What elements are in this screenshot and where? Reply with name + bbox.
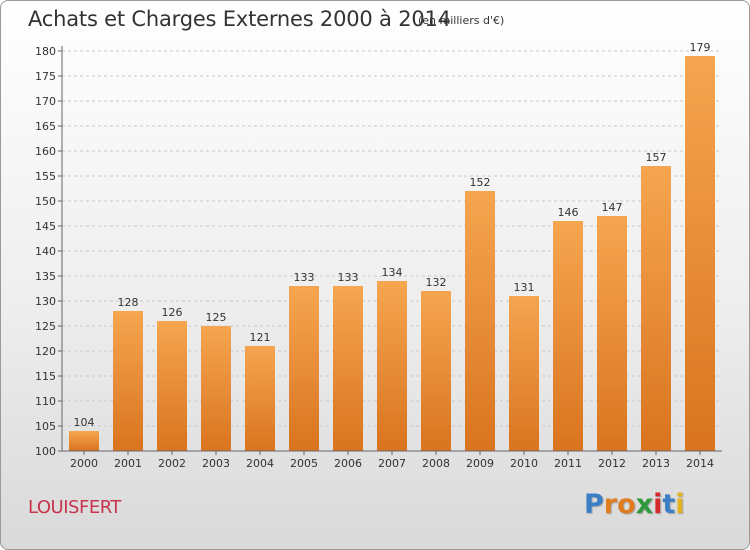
bar-value-label: 152 xyxy=(470,176,491,189)
y-tick-label: 135 xyxy=(35,270,56,283)
x-tick-label: 2013 xyxy=(642,457,670,470)
bar-2006 xyxy=(333,286,363,451)
bar-2000 xyxy=(69,431,99,451)
bar-value-label: 147 xyxy=(602,201,623,214)
bar-2014 xyxy=(685,56,715,451)
bar-2009 xyxy=(465,191,495,451)
x-tick-label: 2014 xyxy=(686,457,714,470)
bar-2003 xyxy=(201,326,231,451)
y-tick-label: 115 xyxy=(35,370,56,383)
bar-2007 xyxy=(377,281,407,451)
x-tick-label: 2002 xyxy=(158,457,186,470)
y-tick-label: 150 xyxy=(35,195,56,208)
x-tick-label: 2004 xyxy=(246,457,274,470)
commune-name: LOUISFERT xyxy=(28,497,121,518)
bar-2008 xyxy=(421,291,451,451)
x-tick-label: 2000 xyxy=(70,457,98,470)
bar-2013 xyxy=(641,166,671,451)
bar-2002 xyxy=(157,321,187,451)
y-tick-label: 175 xyxy=(35,70,56,83)
bars-layer: 104 128 126 125 121 133 133 134 132 152 131 146 147 1… xyxy=(69,41,715,451)
y-tick-label: 165 xyxy=(35,120,56,133)
logo-letter: r xyxy=(603,489,618,520)
x-tick-label: 2008 xyxy=(422,457,450,470)
bar-2001 xyxy=(113,311,143,451)
y-tick-label: 170 xyxy=(35,95,56,108)
bar-value-label: 179 xyxy=(690,41,711,54)
y-tick-label: 105 xyxy=(35,420,56,433)
logo-letter: i xyxy=(653,489,663,520)
x-tick-label: 2003 xyxy=(202,457,230,470)
bar-value-label: 128 xyxy=(118,296,139,309)
bar-value-label: 157 xyxy=(646,151,667,164)
y-tick-label: 180 xyxy=(35,45,56,58)
bar-value-label: 133 xyxy=(338,271,359,284)
x-tick-label: 2001 xyxy=(114,457,142,470)
chart-subtitle: (en milliers d'€) xyxy=(418,14,505,27)
chart-title: Achats et Charges Externes 2000 à 2014 xyxy=(28,7,451,31)
x-tick-label: 2011 xyxy=(554,457,582,470)
y-tick-label: 160 xyxy=(35,145,56,158)
bar-value-label: 104 xyxy=(74,416,95,429)
bar-value-label: 134 xyxy=(382,266,403,279)
logo-letter: i xyxy=(675,489,685,520)
y-tick-label: 140 xyxy=(35,245,56,258)
bar-2010 xyxy=(509,296,539,451)
bar-2012 xyxy=(597,216,627,451)
y-tick-label: 125 xyxy=(35,320,56,333)
y-tick-label: 120 xyxy=(35,345,56,358)
logo-letter: P xyxy=(584,489,604,520)
y-tick-label: 100 xyxy=(35,445,56,458)
logo-letter: o xyxy=(617,489,636,520)
x-tick-label: 2007 xyxy=(378,457,406,470)
axes-layer: 100 105 110 115 120 125 130 135 140 145 150 155 160 1… xyxy=(35,45,722,470)
bar-value-label: 131 xyxy=(514,281,535,294)
x-tick-label: 2006 xyxy=(334,457,362,470)
bar-value-label: 125 xyxy=(206,311,227,324)
bar-2011 xyxy=(553,221,583,451)
y-tick-label: 130 xyxy=(35,295,56,308)
y-tick-label: 155 xyxy=(35,170,56,183)
x-tick-label: 2010 xyxy=(510,457,538,470)
bar-value-label: 146 xyxy=(558,206,579,219)
logo-letter: x xyxy=(635,489,654,520)
bar-value-label: 132 xyxy=(426,276,447,289)
bar-value-label: 133 xyxy=(294,271,315,284)
y-tick-label: 110 xyxy=(35,395,56,408)
x-tick-label: 2012 xyxy=(598,457,626,470)
y-tick-label: 145 xyxy=(35,220,56,233)
proxiti-logo[interactable]: Proxiti xyxy=(584,489,685,520)
bar-value-label: 121 xyxy=(250,331,271,344)
bar-2005 xyxy=(289,286,319,451)
x-tick-label: 2009 xyxy=(466,457,494,470)
x-tick-label: 2005 xyxy=(290,457,318,470)
bar-value-label: 126 xyxy=(162,306,183,319)
bar-2004 xyxy=(245,346,275,451)
logo-letter: t xyxy=(662,489,676,520)
